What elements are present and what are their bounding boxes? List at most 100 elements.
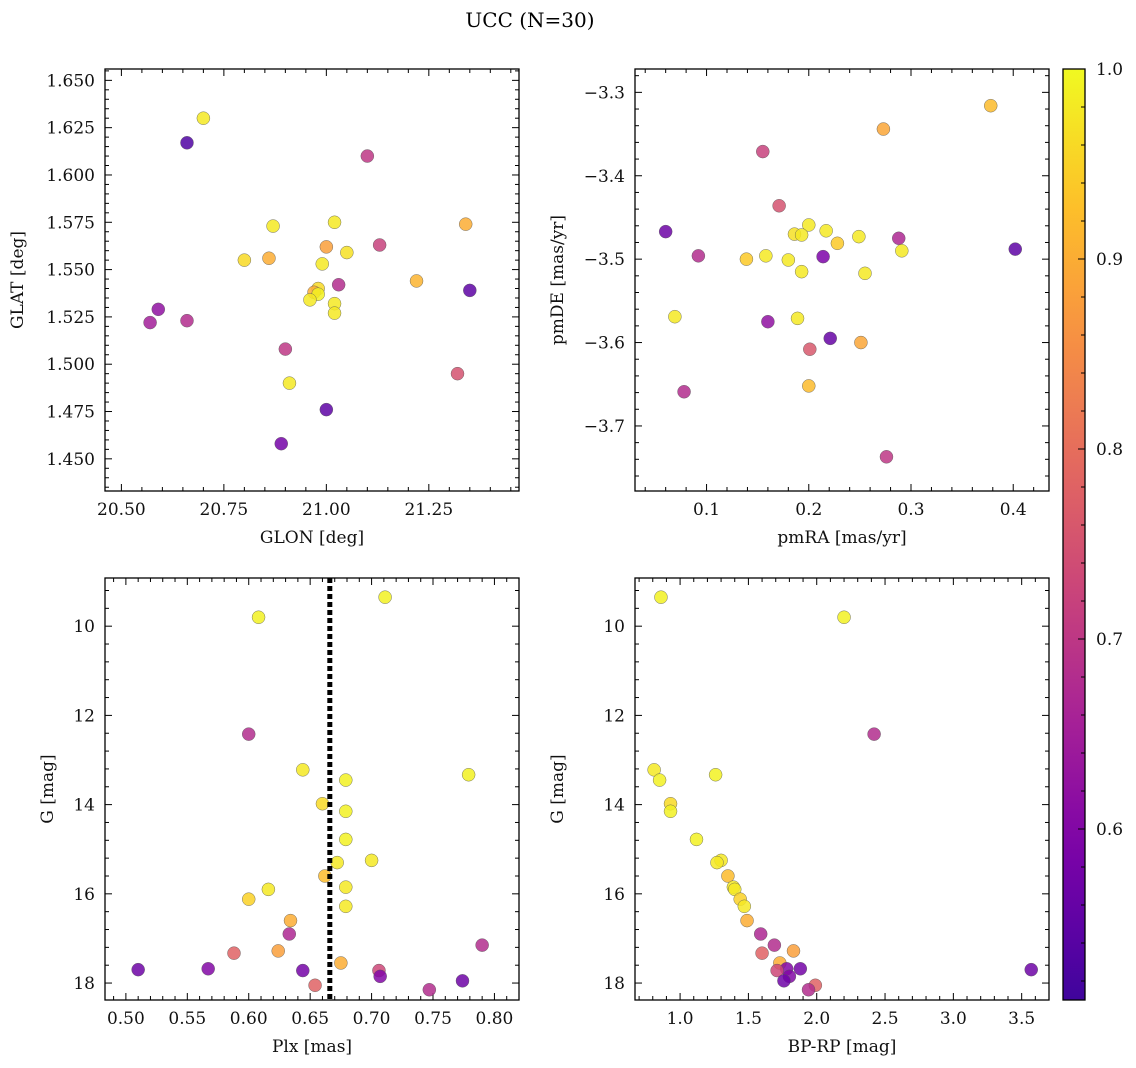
data-point xyxy=(319,240,334,254)
data-point xyxy=(879,450,894,464)
data-point xyxy=(819,224,833,238)
data-point xyxy=(274,436,288,451)
y-axis-label: GLAT [deg] xyxy=(8,231,28,329)
data-point xyxy=(296,763,310,777)
y-tick-label: −3.3 xyxy=(584,83,625,103)
x-tick-label: 1.0 xyxy=(667,1009,694,1029)
y-tick-label: 18 xyxy=(73,974,95,994)
colorbar-frame xyxy=(1062,68,1086,1001)
x-tick-label: 20.75 xyxy=(200,500,249,520)
y-tick-label: 10 xyxy=(603,617,625,637)
scatter-points xyxy=(647,590,1038,997)
data-point xyxy=(663,804,678,819)
panel-3: 0.50 0.55 0.60 0.65 0.70 0.75 0.80 10 12 14 16 18 Pl… xyxy=(38,577,520,1057)
data-point xyxy=(475,938,489,952)
data-point xyxy=(790,311,805,326)
data-point xyxy=(227,946,241,960)
y-axis-label: pmDE [mas/yr] xyxy=(548,215,568,345)
data-point xyxy=(296,963,310,978)
colorbar-tick-label: 0.6 xyxy=(1096,820,1123,840)
data-point xyxy=(330,855,344,870)
data-point xyxy=(755,946,769,960)
y-tick-label: 1.625 xyxy=(46,119,95,139)
panel-1: 20.50 20.75 21.00 21.25 1.450 1.475 1.500 1.525… xyxy=(8,68,520,548)
data-point xyxy=(772,199,786,213)
data-point xyxy=(278,342,293,356)
scatter-points xyxy=(658,98,1022,464)
panel-4: 1.0 1.5 2.0 2.5 3.0 3.5 10 12 14 16 18 BP-RP [mag] G… xyxy=(548,577,1050,1057)
data-point xyxy=(892,231,906,246)
data-point xyxy=(331,278,346,292)
y-axis-label: G [mag] xyxy=(548,754,568,823)
data-point xyxy=(282,376,297,390)
data-point xyxy=(793,962,808,976)
data-point xyxy=(262,251,276,265)
y-tick-label: −3.7 xyxy=(584,417,625,437)
data-point xyxy=(461,768,476,782)
data-point xyxy=(652,773,667,787)
data-point xyxy=(266,219,280,233)
data-point xyxy=(1024,962,1038,977)
data-point xyxy=(261,882,276,897)
x-tick-label: 0.3 xyxy=(897,500,924,520)
y-tick-label: 18 xyxy=(603,974,625,994)
data-point xyxy=(786,944,801,958)
y-tick-label: 1.650 xyxy=(46,71,95,91)
y-tick-label: 1.450 xyxy=(46,450,95,470)
data-point xyxy=(282,927,296,941)
data-point xyxy=(455,974,470,988)
data-point xyxy=(364,853,379,868)
x-tick-label: 1.5 xyxy=(735,1009,762,1029)
x-tick-label: 0.1 xyxy=(693,500,720,520)
data-point xyxy=(339,773,353,787)
x-tick-label: 0.55 xyxy=(168,1009,206,1029)
data-point xyxy=(327,215,342,229)
colorbar-tick-label: 0.9 xyxy=(1096,250,1123,270)
data-point xyxy=(895,244,909,258)
data-point xyxy=(339,899,353,914)
x-tick-label: 3.0 xyxy=(940,1009,967,1029)
data-point xyxy=(463,283,477,298)
data-point xyxy=(710,855,724,870)
panel-2: 0.1 0.2 0.3 0.4 −3.3 −3.4 −3.5 −3.6 −3.7 pmRA [ma… xyxy=(548,68,1050,548)
x-axis-label: Plx [mas] xyxy=(272,1037,352,1057)
y-tick-label: 12 xyxy=(73,706,95,726)
data-point xyxy=(1008,242,1022,256)
data-point xyxy=(737,899,752,914)
x-tick-label: 3.5 xyxy=(1008,1009,1035,1029)
data-point xyxy=(360,149,375,163)
data-point xyxy=(816,249,830,264)
data-point xyxy=(327,306,342,320)
data-point xyxy=(740,913,754,928)
data-point xyxy=(691,249,706,263)
data-point xyxy=(854,335,868,350)
data-point xyxy=(131,962,145,977)
data-point xyxy=(319,402,334,417)
x-axis-label: BP-RP [mag] xyxy=(788,1037,897,1057)
axes-frame xyxy=(634,68,1050,492)
data-point xyxy=(303,293,317,307)
y-tick-label: 1.475 xyxy=(46,403,95,423)
y-tick-label: 12 xyxy=(603,706,625,726)
data-point xyxy=(308,978,322,992)
x-tick-label: 0.75 xyxy=(414,1009,452,1029)
data-point xyxy=(242,892,256,906)
data-point xyxy=(767,938,782,952)
data-point xyxy=(830,236,845,251)
data-point xyxy=(372,238,387,252)
y-tick-label: 1.500 xyxy=(46,355,95,375)
data-point xyxy=(143,315,157,330)
panels: 20.50 20.75 21.00 21.25 1.450 1.475 1.500 1.525… xyxy=(8,68,1050,1057)
data-point xyxy=(876,122,891,136)
data-point xyxy=(756,144,770,159)
data-point xyxy=(271,944,285,958)
data-point xyxy=(251,610,266,624)
data-point xyxy=(852,229,866,244)
data-point xyxy=(984,98,998,113)
y-tick-label: 1.575 xyxy=(46,213,95,233)
axes-frame xyxy=(104,577,520,1001)
data-point xyxy=(315,797,330,811)
data-point xyxy=(837,610,851,624)
data-point xyxy=(721,869,735,883)
